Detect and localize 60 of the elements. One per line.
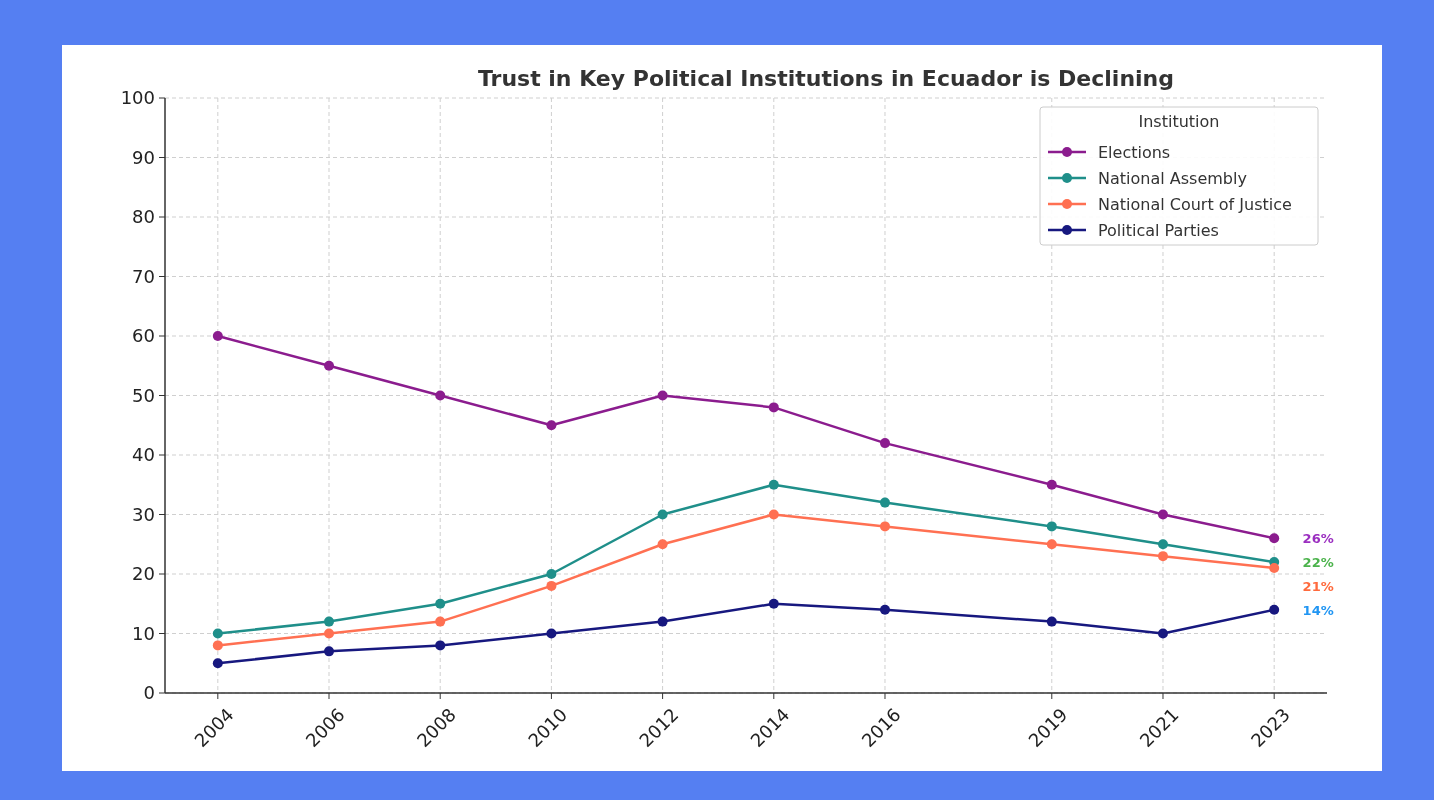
- point: [324, 616, 335, 627]
- point: [1157, 509, 1168, 520]
- legend-label: Political Parties: [1098, 220, 1219, 240]
- y-tick-label: 60: [132, 325, 155, 347]
- annotation: 26%: [1302, 530, 1334, 546]
- point: [435, 616, 446, 627]
- point: [1046, 521, 1057, 532]
- point: [657, 616, 668, 627]
- point: [880, 497, 890, 508]
- legend-label: National Assembly: [1098, 168, 1247, 188]
- point: [1046, 479, 1057, 490]
- point: [324, 628, 335, 639]
- legend-title: Institution: [1138, 112, 1220, 131]
- annotation: 21%: [1302, 578, 1334, 594]
- annotation: 14%: [1302, 602, 1334, 618]
- point: [1046, 616, 1057, 627]
- point: [546, 628, 557, 639]
- y-tick-label: 30: [132, 503, 155, 525]
- point: [768, 598, 779, 609]
- point: [546, 580, 557, 591]
- y-tick-label: 0: [143, 682, 155, 704]
- annotation: 22%: [1302, 554, 1334, 570]
- point: [212, 331, 223, 341]
- legend-label: National Court of Justice: [1098, 194, 1292, 214]
- point: [768, 509, 779, 520]
- point: [1269, 563, 1280, 574]
- point: [768, 479, 779, 490]
- legend-label: Elections: [1098, 142, 1171, 162]
- point: [212, 628, 223, 639]
- y-tick-label: 40: [132, 444, 155, 466]
- point: [324, 646, 335, 657]
- point: [880, 521, 890, 532]
- y-tick-label: 80: [132, 206, 155, 228]
- point: [657, 390, 668, 401]
- y-tick-label: 10: [132, 622, 155, 644]
- point: [1269, 604, 1280, 615]
- point: [212, 658, 223, 669]
- point: [435, 640, 446, 651]
- point: [1157, 628, 1168, 639]
- point: [880, 438, 890, 449]
- point: [1269, 533, 1280, 544]
- point: [435, 390, 446, 401]
- point: [212, 640, 223, 651]
- point: [546, 420, 557, 431]
- y-tick-label: 70: [132, 265, 155, 287]
- point: [1157, 551, 1168, 562]
- point: [880, 604, 890, 615]
- point: [546, 569, 557, 579]
- y-tick-label: 90: [132, 146, 155, 168]
- point: [657, 539, 668, 550]
- point: [324, 360, 335, 371]
- point: [1157, 539, 1168, 550]
- point: [435, 598, 446, 609]
- point: [657, 509, 668, 520]
- y-tick-label: 20: [132, 563, 155, 585]
- y-tick-label: 50: [132, 384, 155, 406]
- chart-title: Trust in Key Political Institutions in Ecuador is Declining: [477, 66, 1175, 91]
- point: [768, 402, 779, 413]
- point: [1046, 539, 1057, 550]
- y-tick-label: 100: [120, 87, 155, 109]
